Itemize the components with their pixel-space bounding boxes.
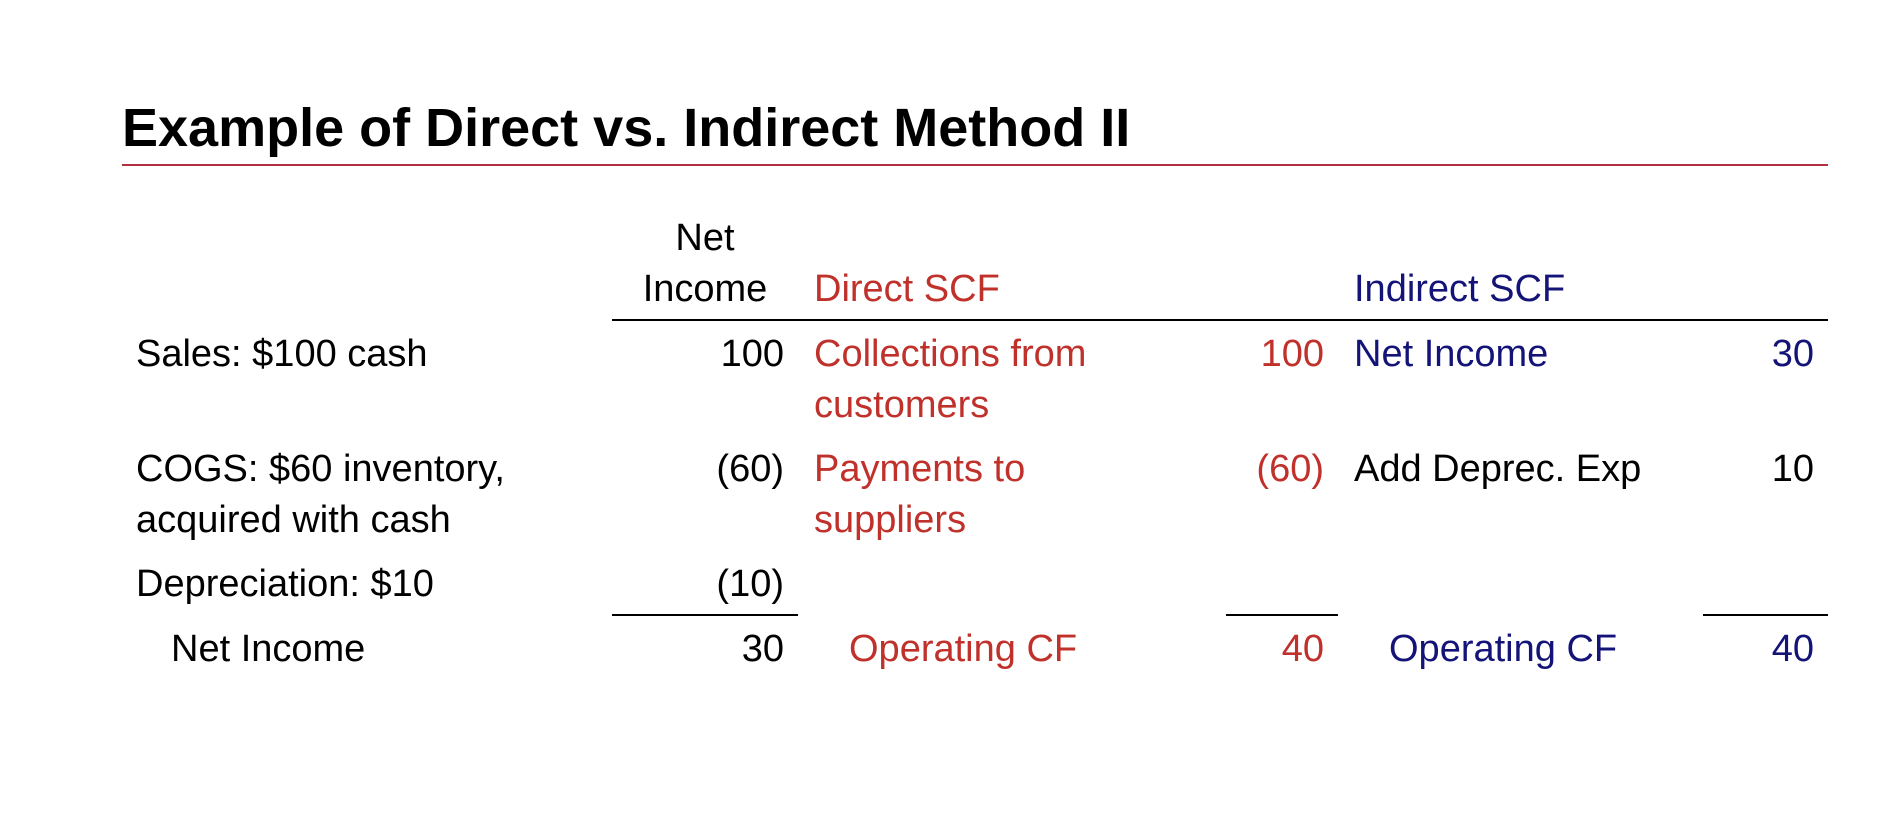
row-total-indirect-value: 40 bbox=[1771, 628, 1814, 670]
ni-total-underline bbox=[612, 614, 798, 616]
row-depreciation-label: Depreciation: $10 bbox=[136, 563, 434, 605]
row-sales-direct-label-1: Collections from bbox=[814, 333, 1087, 375]
row-cogs-label-1: COGS: $60 inventory, bbox=[136, 448, 505, 490]
header-underline bbox=[612, 319, 1828, 321]
header-net-income-line2: Income bbox=[642, 268, 768, 310]
row-sales-direct-value: 100 bbox=[1260, 333, 1324, 375]
row-cogs-indirect-label: Add Deprec. Exp bbox=[1354, 448, 1642, 490]
row-cogs-ni-value: (60) bbox=[716, 448, 784, 490]
row-sales-ni-value: 100 bbox=[720, 333, 784, 375]
row-cogs-direct-label-2: suppliers bbox=[814, 499, 967, 541]
slide-title: Example of Direct vs. Indirect Method II bbox=[122, 98, 1131, 158]
row-total-label: Net Income bbox=[171, 628, 366, 670]
row-cogs-indirect-value: 10 bbox=[1771, 448, 1814, 490]
row-total-indirect-label: Operating CF bbox=[1389, 628, 1618, 670]
header-net-income-line1: Net bbox=[675, 217, 735, 259]
direct-total-underline bbox=[1226, 614, 1338, 616]
header-indirect-scf: Indirect SCF bbox=[1354, 268, 1566, 310]
row-sales-indirect-value: 30 bbox=[1771, 333, 1814, 375]
row-cogs-direct-value: (60) bbox=[1256, 448, 1324, 490]
header-direct-scf: Direct SCF bbox=[814, 268, 1000, 310]
row-total-ni-value: 30 bbox=[741, 628, 784, 670]
row-cogs-label-2: acquired with cash bbox=[136, 499, 451, 541]
row-total-direct-value: 40 bbox=[1281, 628, 1324, 670]
title-divider bbox=[122, 164, 1828, 166]
row-cogs-direct-label-1: Payments to bbox=[814, 448, 1026, 490]
row-sales-label: Sales: $100 cash bbox=[136, 333, 428, 375]
row-total-direct-label: Operating CF bbox=[849, 628, 1078, 670]
row-sales-indirect-label: Net Income bbox=[1354, 333, 1549, 375]
row-sales-direct-label-2: customers bbox=[814, 384, 990, 426]
row-depreciation-ni-value: (10) bbox=[716, 563, 784, 605]
indirect-total-underline bbox=[1703, 614, 1828, 616]
